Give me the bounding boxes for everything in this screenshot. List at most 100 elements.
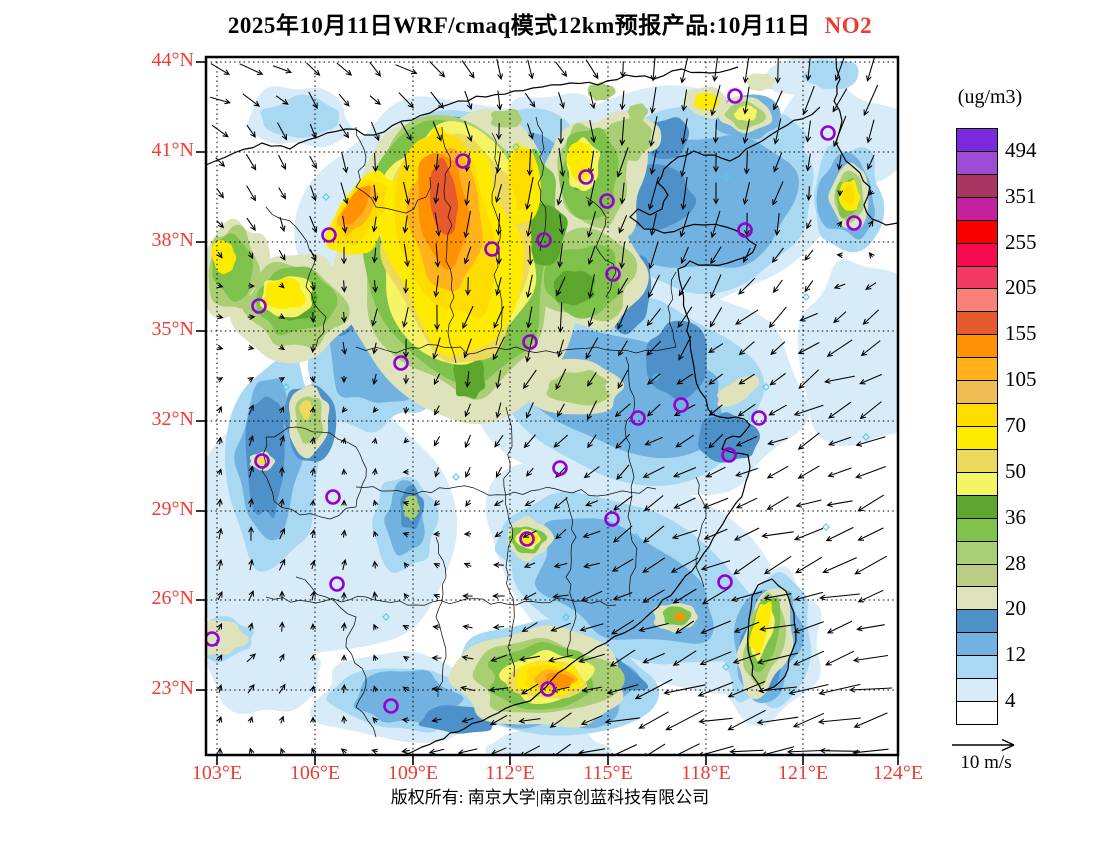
wind-arrow-icon xyxy=(553,497,568,510)
wind-arrow-icon xyxy=(433,436,441,447)
wind-arrow-icon xyxy=(278,154,287,170)
wind-arrow-icon xyxy=(403,243,410,268)
wind-arrow-icon xyxy=(708,373,724,385)
wind-arrow-icon xyxy=(677,306,693,329)
lat-label: 23°N xyxy=(151,677,194,699)
wind-arrow-icon xyxy=(642,466,665,478)
wind-arrow-icon xyxy=(768,306,787,329)
wind-arrow-icon xyxy=(836,252,843,259)
wind-arrow-icon xyxy=(587,372,597,387)
wind-arrow-icon xyxy=(708,433,724,449)
wind-arrow-icon xyxy=(210,96,231,105)
wind-arrow-icon xyxy=(403,406,410,415)
wind-arrow-icon xyxy=(247,251,254,260)
wind-arrow-icon xyxy=(642,557,666,573)
wind-arrow-icon xyxy=(216,715,223,724)
wind-arrow-icon xyxy=(555,368,567,391)
legend-tick-label: 4 xyxy=(1005,688,1016,712)
lon-label: 103°E xyxy=(191,762,243,784)
wind-arrow-icon xyxy=(766,496,789,510)
wind-arrow-icon xyxy=(434,304,440,331)
wind-arrow-icon xyxy=(341,715,348,724)
wind-arrow-icon xyxy=(309,467,316,476)
wind-arrow-icon xyxy=(216,251,223,259)
wind-arrow-icon xyxy=(860,340,881,357)
wind-arrow-icon xyxy=(278,683,286,694)
legend-color-cell xyxy=(956,288,998,312)
wind-arrow-icon xyxy=(700,620,731,634)
wind-reference-label: 10 m/s xyxy=(960,752,1012,773)
wind-arrow-icon xyxy=(833,311,847,324)
copyright-footer: 版权所有: 南京大学|南京创蓝科技有限公司 xyxy=(390,788,710,807)
wind-arrow-icon xyxy=(464,371,471,388)
wind-arrow-icon xyxy=(797,432,820,450)
wind-arrow-icon xyxy=(772,181,784,206)
wind-arrow-icon xyxy=(612,592,633,601)
wind-arrow-icon xyxy=(275,95,289,105)
wind-arrow-icon xyxy=(309,654,316,661)
wind-arrow-icon xyxy=(680,176,688,211)
wind-arrow-icon xyxy=(216,377,224,383)
wind-arrow-icon xyxy=(579,623,604,632)
wind-arrow-icon xyxy=(309,528,316,539)
legend-color-cell xyxy=(956,678,998,702)
wind-arrow-icon xyxy=(433,500,440,507)
wind-arrow-icon xyxy=(401,717,410,724)
wind-arrow-icon xyxy=(862,309,879,325)
wind-arrow-icon xyxy=(340,437,347,445)
wind-arrow-icon xyxy=(833,115,847,148)
wind-arrow-icon xyxy=(676,373,693,385)
city-marker-icon xyxy=(578,169,594,185)
wind-arrow-icon xyxy=(556,276,566,297)
wind-arrow-icon xyxy=(792,712,825,728)
wind-arrow-icon xyxy=(246,217,256,232)
wind-arrow-icon xyxy=(372,530,379,538)
wind-arrow-icon xyxy=(834,57,845,82)
wind-arrow-icon xyxy=(433,593,440,600)
wind-arrow-icon xyxy=(825,650,855,666)
wind-arrow-icon xyxy=(555,529,567,540)
legend-tick-label: 155 xyxy=(1005,321,1037,345)
legend-tick-label: 28 xyxy=(1005,551,1026,575)
wind-arrow-icon xyxy=(558,118,564,145)
wind-arrow-icon xyxy=(432,530,440,537)
wind-arrow-icon xyxy=(279,434,285,447)
city-marker-icon xyxy=(383,698,399,714)
wind-arrow-icon xyxy=(649,212,657,237)
wind-arrow-icon xyxy=(372,373,378,386)
title-main: 2025年10月11日WRF/cmaq模式12km预报产品:10月11日 xyxy=(227,13,811,38)
wind-arrow-icon xyxy=(279,653,285,662)
legend-tick-label: 105 xyxy=(1005,367,1037,391)
wind-arrow-icon xyxy=(310,344,316,354)
wind-arrow-icon xyxy=(733,555,761,575)
legend-color-cell xyxy=(956,357,998,381)
wind-arrow-icon xyxy=(619,90,626,111)
wind-arrow-icon xyxy=(553,562,568,569)
wind-arrow-icon xyxy=(462,593,473,599)
wind-arrow-icon xyxy=(518,717,541,724)
wind-arrow-icon xyxy=(580,715,603,726)
wind-arrow-icon xyxy=(556,181,565,206)
wind-arrow-icon xyxy=(340,182,349,205)
wind-arrow-icon xyxy=(836,154,843,171)
wind-arrow-icon xyxy=(401,747,410,754)
wind-arrow-icon xyxy=(215,157,226,168)
axis-ticks xyxy=(196,61,899,765)
wind-arrow-icon xyxy=(279,466,285,477)
wind-arrow-icon xyxy=(738,277,756,295)
wind-arrow-icon xyxy=(279,216,286,233)
wind-arrow-icon xyxy=(863,84,879,117)
city-marker-icon xyxy=(393,355,409,371)
wind-arrow-icon xyxy=(678,336,692,361)
wind-arrow-icon xyxy=(431,686,442,692)
wind-arrow-icon xyxy=(522,592,537,600)
wind-arrow-icon xyxy=(527,59,535,80)
wind-arrow-icon xyxy=(493,306,505,329)
wind-arrow-icon xyxy=(492,593,505,599)
wind-arrow-icon xyxy=(730,591,763,602)
wind-arrow-icon xyxy=(248,497,254,508)
wind-arrow-icon xyxy=(737,403,756,417)
wind-arrow-icon xyxy=(867,154,875,171)
wind-arrow-icon xyxy=(857,494,884,512)
wind-arrow-icon xyxy=(680,147,689,178)
